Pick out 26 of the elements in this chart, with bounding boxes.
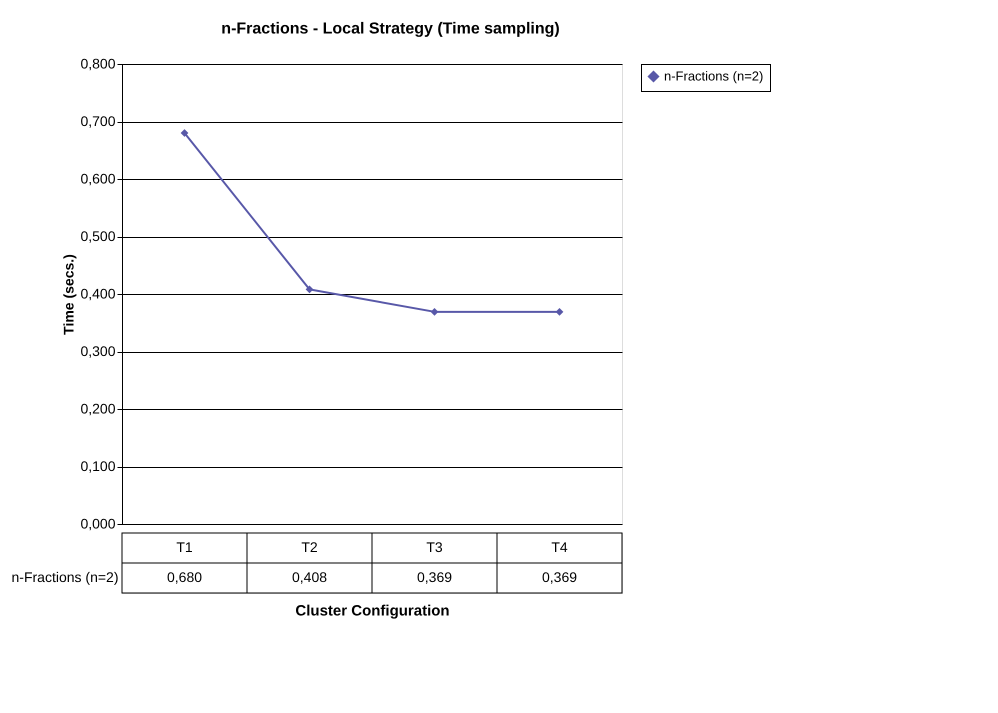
y-tick-label: 0,700 <box>80 113 116 129</box>
text: n-Fractions (n=2) <box>12 569 118 585</box>
data-label: 0,680 <box>166 569 202 585</box>
y-tick-label: 0,000 <box>80 516 116 532</box>
x-tick-label: T3 <box>426 539 443 555</box>
point <box>180 129 188 137</box>
point <box>306 286 314 294</box>
y-tick-label: 0,100 <box>80 458 116 474</box>
x-tick-label: T2 <box>301 539 318 555</box>
y-axis-title: Time (secs.) <box>60 254 76 335</box>
legend-label: n-Fractions (n=2) <box>664 68 764 84</box>
y-tick-label: 0,800 <box>80 56 116 72</box>
y-tick-label: 0,600 <box>80 170 116 186</box>
y-tick-label: 0,500 <box>80 228 116 244</box>
data-label: 0,369 <box>416 569 452 585</box>
chart-title: n-Fractions - Local Strategy (Time sampling) <box>221 20 560 38</box>
y-tick-label: 0,400 <box>80 286 116 302</box>
y-tick-label: 0,300 <box>80 343 116 359</box>
data-label: 0,408 <box>292 569 328 585</box>
y-tick-label: 0,200 <box>80 400 116 416</box>
x-tick-label: T4 <box>551 539 568 555</box>
point <box>430 308 438 316</box>
x-axis-title: Cluster Configuration <box>295 602 450 620</box>
data-label: 0,369 <box>542 569 578 585</box>
point <box>556 308 564 316</box>
x-tick-label: T1 <box>176 539 193 555</box>
